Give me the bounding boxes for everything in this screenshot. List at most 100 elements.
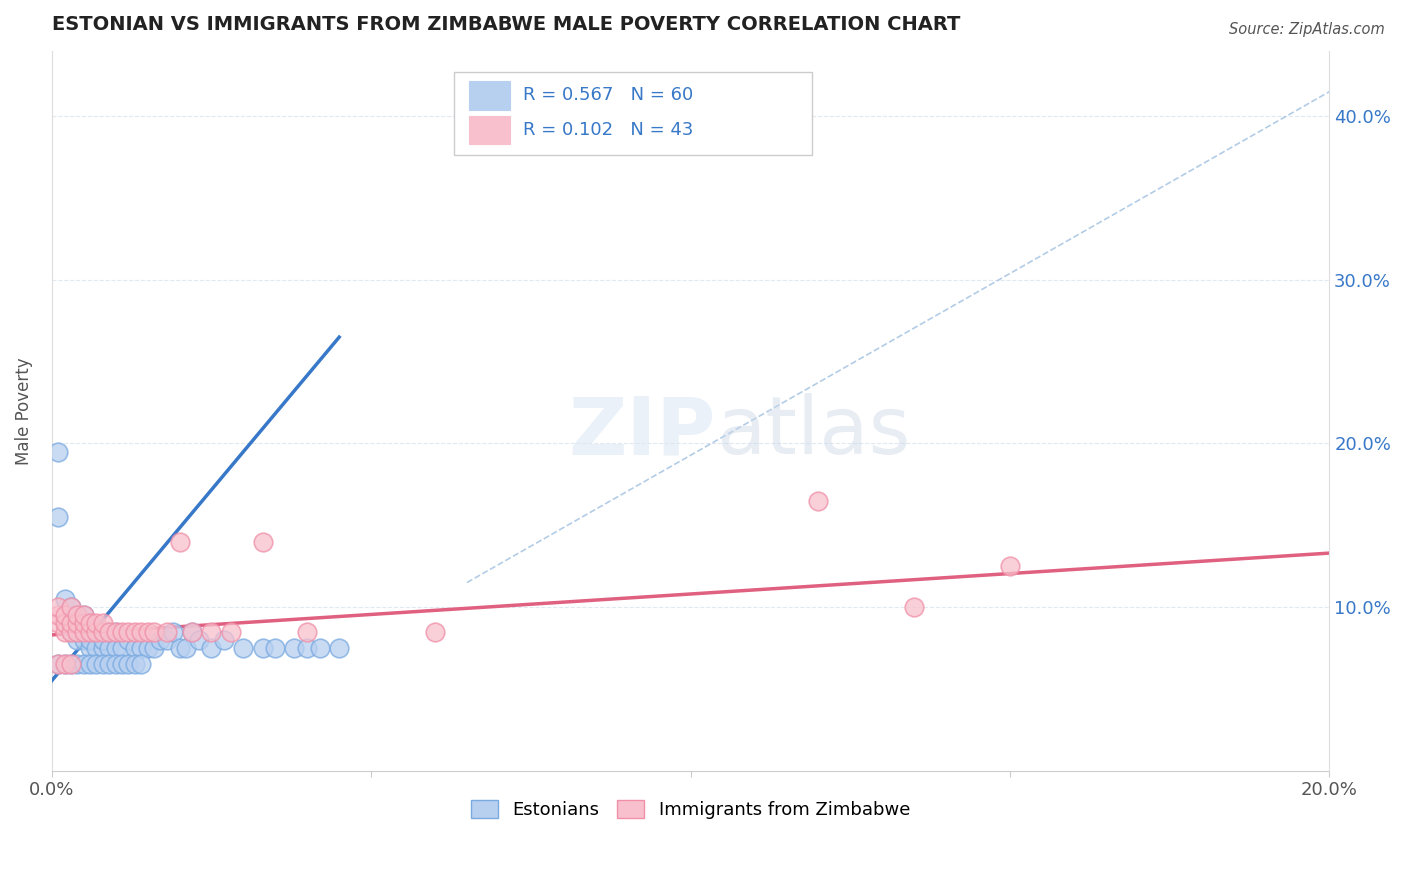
Point xyxy=(328,640,350,655)
Point xyxy=(181,624,204,639)
Point xyxy=(124,657,146,672)
Point xyxy=(129,624,152,639)
Point xyxy=(111,624,134,639)
Point xyxy=(59,657,82,672)
Point xyxy=(200,640,222,655)
Point xyxy=(124,624,146,639)
Text: R = 0.567   N = 60: R = 0.567 N = 60 xyxy=(523,87,693,104)
Point xyxy=(59,600,82,615)
Point xyxy=(423,624,446,639)
Point xyxy=(129,657,152,672)
Point xyxy=(156,632,179,647)
Point xyxy=(297,640,319,655)
Point xyxy=(53,657,76,672)
Point xyxy=(66,624,89,639)
Point xyxy=(46,600,69,615)
Point xyxy=(117,624,139,639)
Point xyxy=(219,624,242,639)
Point xyxy=(86,624,108,639)
Point xyxy=(59,616,82,631)
Point xyxy=(46,657,69,672)
Point xyxy=(79,640,101,655)
Point xyxy=(98,640,121,655)
Point xyxy=(73,632,96,647)
Point xyxy=(73,657,96,672)
Point xyxy=(59,616,82,631)
Point xyxy=(129,640,152,655)
Point xyxy=(46,510,69,524)
Point xyxy=(104,657,127,672)
Point xyxy=(91,640,114,655)
Point xyxy=(252,640,274,655)
Y-axis label: Male Poverty: Male Poverty xyxy=(15,357,32,465)
Point xyxy=(86,624,108,639)
Bar xyxy=(454,72,811,155)
Point xyxy=(200,624,222,639)
Point xyxy=(187,632,209,647)
Point xyxy=(104,624,127,639)
Point xyxy=(86,640,108,655)
Point xyxy=(169,640,191,655)
Point xyxy=(212,632,235,647)
Point xyxy=(156,624,179,639)
Point xyxy=(79,624,101,639)
Point xyxy=(111,640,134,655)
Point xyxy=(91,624,114,639)
Point xyxy=(264,640,287,655)
Point xyxy=(104,640,127,655)
Point xyxy=(59,624,82,639)
Text: ESTONIAN VS IMMIGRANTS FROM ZIMBABWE MALE POVERTY CORRELATION CHART: ESTONIAN VS IMMIGRANTS FROM ZIMBABWE MAL… xyxy=(52,15,960,34)
Bar xyxy=(470,81,510,110)
Point xyxy=(66,657,89,672)
Point xyxy=(98,624,121,639)
Point xyxy=(59,657,82,672)
Point xyxy=(86,616,108,631)
Point xyxy=(98,624,121,639)
Point xyxy=(53,608,76,623)
Point xyxy=(232,640,254,655)
Point xyxy=(136,640,159,655)
Point xyxy=(142,624,165,639)
Point xyxy=(104,624,127,639)
Point xyxy=(297,624,319,639)
Point xyxy=(53,591,76,606)
Point xyxy=(79,616,101,631)
Point xyxy=(86,657,108,672)
Text: atlas: atlas xyxy=(716,393,911,471)
Point xyxy=(53,624,76,639)
Point xyxy=(53,616,76,631)
Point xyxy=(181,624,204,639)
Bar xyxy=(470,116,510,145)
Point xyxy=(73,624,96,639)
Point xyxy=(46,608,69,623)
Point xyxy=(98,657,121,672)
Point xyxy=(66,632,89,647)
Point xyxy=(136,624,159,639)
Text: ZIP: ZIP xyxy=(569,393,716,471)
Point xyxy=(903,600,925,615)
Point xyxy=(59,600,82,615)
Point xyxy=(309,640,332,655)
Point xyxy=(73,624,96,639)
Point xyxy=(169,534,191,549)
Point xyxy=(46,444,69,458)
Point xyxy=(149,632,172,647)
Point xyxy=(73,616,96,631)
Point xyxy=(91,616,114,631)
Point xyxy=(91,657,114,672)
Point xyxy=(807,493,830,508)
Point xyxy=(66,608,89,623)
Point xyxy=(66,624,89,639)
Point xyxy=(111,657,134,672)
Point xyxy=(73,608,96,623)
Point xyxy=(79,616,101,631)
Point xyxy=(174,640,197,655)
Point xyxy=(117,632,139,647)
Point xyxy=(998,559,1021,574)
Point xyxy=(46,657,69,672)
Point xyxy=(252,534,274,549)
Text: Source: ZipAtlas.com: Source: ZipAtlas.com xyxy=(1229,22,1385,37)
Point xyxy=(91,632,114,647)
Point xyxy=(59,624,82,639)
Point xyxy=(66,616,89,631)
